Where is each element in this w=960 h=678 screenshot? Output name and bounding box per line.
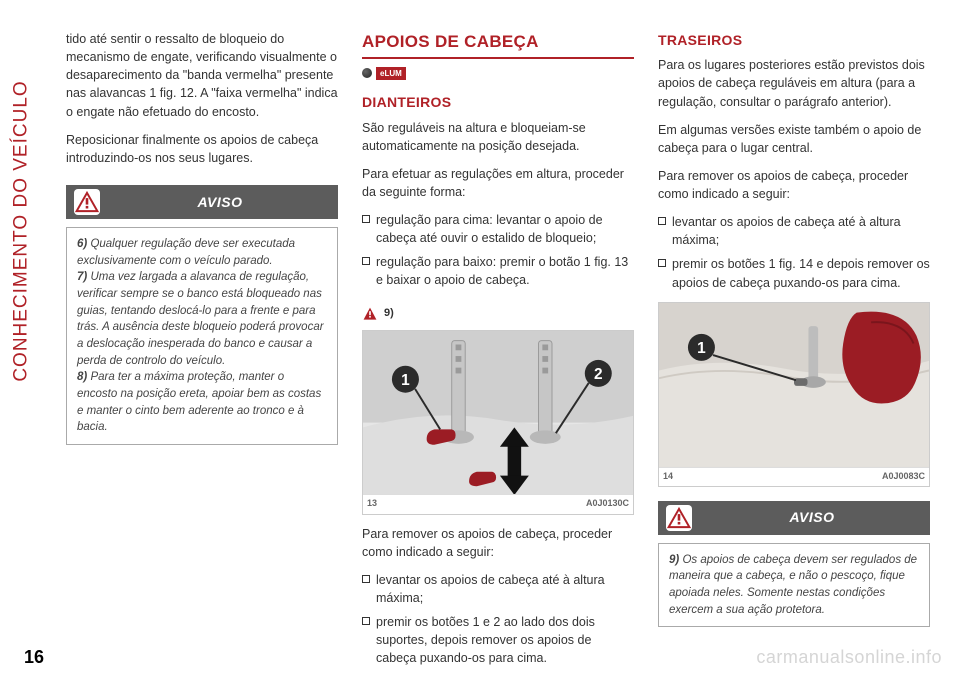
aviso-label: AVISO [702,507,922,527]
aviso-num: 7) [77,271,87,283]
watermark: carmanualsonline.info [756,647,942,668]
subheading-traseiros: TRASEIROS [658,30,930,50]
col3-paragraph-1: Para os lugares posteriores estão previs… [658,56,930,110]
figure-number: 14 [663,470,673,483]
bullet-text: premir os botões 1 e 2 ao lado dos dois … [376,613,634,667]
elum-tag: eLUM [362,67,634,81]
bullet-square-icon [362,617,370,625]
col1-paragraph-2: Reposicionar finalmente os apoios de cab… [66,131,338,167]
col2-paragraph-2: Para efetuar as regulações em altura, pr… [362,165,634,201]
col2-bullet-2: regulação para baixo: premir o botão 1 f… [362,253,634,289]
page-number: 16 [24,647,44,668]
figure-code: A0J0083C [882,470,925,483]
subheading-dianteiros: DIANTEIROS [362,92,634,112]
column-1: tido até sentir o ressalto de bloqueio d… [66,30,338,632]
aviso-label: AVISO [110,192,330,212]
col2-paragraph-1: São reguláveis na altura e bloqueiam-se … [362,119,634,155]
svg-text:1: 1 [401,372,410,389]
warning-icon [74,189,100,215]
bullet-square-icon [362,257,370,265]
col3-bullet-1: levantar os apoios de cabeça até à altur… [658,213,930,249]
warning-icon [666,505,692,531]
figure-13: 1 2 13 A0J0130C [362,330,634,515]
col3-paragraph-2: Em algumas versões existe também o apoio… [658,121,930,157]
aviso-box-col3: 9) Os apoios de cabeça devem ser regulad… [658,543,930,628]
col2-bullet-1: regulação para cima: levantar o apoio de… [362,211,634,247]
heading-apoios: APOIOS DE CABEÇA [362,30,634,59]
aviso-text: Qualquer regulação deve ser executada ex… [77,238,295,267]
aviso-num: 8) [77,371,87,383]
aviso-item-9: 9) Os apoios de cabeça devem ser regulad… [669,552,919,619]
col2-bullet-3: levantar os apoios de cabeça até à altur… [362,571,634,607]
aviso-bar-col3: AVISO [658,501,930,535]
figure-code: A0J0130C [586,497,629,510]
warning-ref-9: 9) [362,306,634,322]
aviso-num: 9) [669,554,679,566]
ref-number: 9) [384,306,394,322]
section-label-text: CONHECIMENTO DO VEÍCULO [11,80,33,381]
aviso-num: 6) [77,238,87,250]
col2-paragraph-3: Para remover os apoios de cabeça, proced… [362,525,634,561]
section-label: CONHECIMENTO DO VEÍCULO [0,0,44,640]
bullet-square-icon [658,259,666,267]
bullet-text: regulação para baixo: premir o botão 1 f… [376,253,634,289]
aviso-item-8: 8) Para ter a máxima proteção, manter o … [77,369,327,436]
col2-bullet-4: premir os botões 1 e 2 ao lado dos dois … [362,613,634,667]
col3-bullet-2: premir os botões 1 fig. 14 e depois remo… [658,255,930,291]
warning-icon [362,306,378,322]
bullet-text: regulação para cima: levantar o apoio de… [376,211,634,247]
aviso-item-7: 7) Uma vez largada a alavanca de regulaç… [77,269,327,369]
svg-text:1: 1 [697,340,706,357]
content-columns: tido até sentir o ressalto de bloqueio d… [66,30,930,632]
bullet-text: premir os botões 1 fig. 14 e depois remo… [672,255,930,291]
bullet-square-icon [362,215,370,223]
bullet-text: levantar os apoios de cabeça até à altur… [376,571,634,607]
figure-14-caption: 14 A0J0083C [659,467,929,486]
aviso-text: Uma vez largada a alavanca de regulação,… [77,271,324,366]
figure-14-image: 1 [659,303,929,467]
aviso-item-6: 6) Qualquer regulação deve ser executada… [77,236,327,269]
col3-paragraph-3: Para remover os apoios de cabeça, proced… [658,167,930,203]
figure-13-caption: 13 A0J0130C [363,494,633,513]
aviso-bar-col1: AVISO [66,185,338,219]
elum-badge: eLUM [376,67,406,81]
bullet-square-icon [658,217,666,225]
bullet-square-icon [362,575,370,583]
elum-dot-icon [362,68,372,78]
figure-number: 13 [367,497,377,510]
figure-13-image: 1 2 [363,331,633,495]
bullet-text: levantar os apoios de cabeça até à altur… [672,213,930,249]
svg-text:2: 2 [594,366,603,383]
col1-paragraph-1: tido até sentir o ressalto de bloqueio d… [66,30,338,121]
aviso-text: Para ter a máxima proteção, manter o enc… [77,371,321,433]
figure-14: 1 14 A0J0083C [658,302,930,487]
aviso-box-col1: 6) Qualquer regulação deve ser executada… [66,227,338,445]
column-3: TRASEIROS Para os lugares posteriores es… [658,30,930,632]
aviso-text: Os apoios de cabeça devem ser regulados … [669,554,917,616]
column-2: APOIOS DE CABEÇA eLUM DIANTEIROS São reg… [362,30,634,632]
